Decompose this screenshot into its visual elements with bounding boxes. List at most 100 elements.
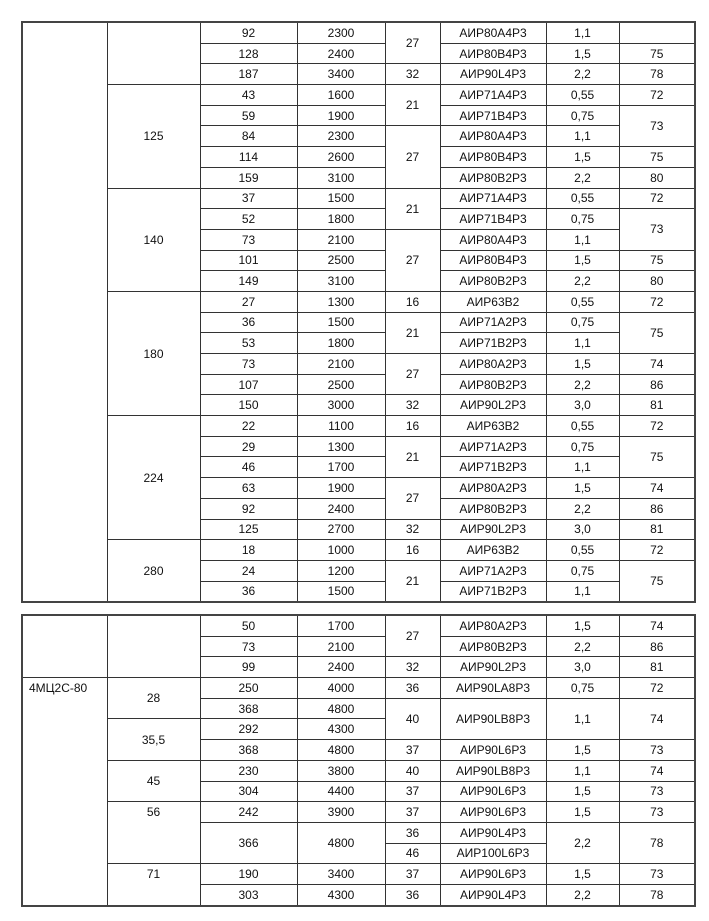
table-cell: АИР71В2Р3 (439, 332, 547, 354)
table-cell: 16 (384, 415, 441, 437)
table-cell: 63 (199, 477, 298, 499)
table-cell: 46 (384, 842, 441, 865)
table-cell: 0,75 (545, 559, 620, 582)
table-cell: 16 (384, 290, 441, 313)
table-cell: 32 (384, 394, 441, 417)
table-cell: АИР80В2Р3 (439, 270, 547, 292)
table-cell: 45 (106, 759, 201, 803)
table-cell: 2500 (296, 249, 386, 272)
table-cell: 3400 (296, 863, 386, 885)
table-cell: АИР71А2Р3 (439, 435, 547, 458)
table-cell: 150 (199, 394, 298, 417)
table-row: 107 2500 АИР80В2Р3 2,2 86 (22, 373, 696, 396)
table-cell: 37 (384, 780, 441, 803)
table-cell: 2,2 (545, 635, 620, 658)
table-cell: 16 (384, 539, 441, 561)
table-cell: АИР90L6Р3 (439, 801, 547, 823)
table-cell: 366 (199, 821, 298, 865)
table-row: 224 22 1100 16 АИР63В2 0,55 72 (22, 415, 696, 541)
table-cell: 292 (199, 718, 298, 741)
table-cell: 75 (618, 42, 696, 65)
table-cell: 1900 (296, 477, 386, 499)
table-cell: 78 (618, 883, 696, 907)
table-cell: 72 (618, 290, 696, 313)
table-cell: 1800 (296, 208, 386, 230)
table-cell: 4400 (296, 780, 386, 803)
table-cell: 114 (199, 146, 298, 168)
table-cell: 43 (199, 84, 298, 106)
table-cell: 21 (384, 311, 441, 355)
table-cell: АИР90L2Р3 (439, 394, 547, 417)
table-cell: 32 (384, 656, 441, 679)
table-row: 45 230 3800 40 АИР90LB8Р3 1,1 74 (22, 759, 696, 803)
table-cell: АИР80А4Р3 (439, 21, 547, 44)
table-cell: 242 (199, 801, 298, 823)
table-cell (21, 614, 108, 679)
table-cell: 4300 (296, 883, 386, 907)
table-cell: 0,55 (545, 415, 620, 437)
table-cell: 2,2 (545, 166, 620, 189)
table-cell: 81 (618, 656, 696, 679)
table-cell: АИР100L6Р3 (439, 842, 547, 865)
table-row: 52 1800 АИР71В4Р3 0,75 73 (22, 208, 696, 251)
table-cell: 75 (618, 311, 696, 355)
table-cell: АИР71А4Р3 (439, 84, 547, 106)
table-row: 140 37 1500 21 АИР71А4Р3 0,55 72 (22, 187, 696, 292)
table-cell: 27 (384, 125, 441, 189)
table-cell: 1,5 (545, 780, 620, 803)
table-cell: 78 (618, 821, 696, 865)
table-cell: АИР90LB8Р3 (439, 759, 547, 782)
table-cell: 36 (384, 883, 441, 907)
table-cell: 0,55 (545, 290, 620, 313)
table-row: 99 2400 32 АИР90L2Р3 3,0 81 (22, 656, 696, 679)
table-cell: АИР80В2Р3 (439, 635, 547, 658)
table-cell: 75 (618, 249, 696, 272)
table-row: 304 4400 37 АИР90L6Р3 1,5 73 (22, 780, 696, 803)
table-cell: 187 (199, 63, 298, 86)
table-row: 59 1900 АИР71В4Р3 0,75 73 (22, 104, 696, 148)
table-cell: 27 (384, 477, 441, 520)
table-cell: 3000 (296, 394, 386, 417)
table-cell: 73 (618, 104, 696, 148)
table-cell: АИР90LB8Р3 (439, 697, 547, 741)
table-cell: 303 (199, 883, 298, 907)
table-cell: 4000 (296, 677, 386, 699)
table-cell: 27 (384, 614, 441, 658)
table-cell: АИР80А2Р3 (439, 477, 547, 499)
table-row: 36 1500 АИР71В2Р3 1,1 (22, 580, 695, 603)
table-cell: 1,5 (545, 146, 620, 168)
table-cell: 4МЦ2С-80 (21, 677, 108, 907)
table-cell (106, 614, 201, 679)
table-cell: 74 (618, 614, 696, 637)
table-cell: 2400 (296, 656, 386, 679)
table-cell: 1,5 (545, 477, 620, 499)
table-cell: 0,75 (545, 104, 620, 127)
table-cell: 1,1 (545, 332, 620, 354)
table-cell: 3100 (296, 270, 386, 292)
table-cell: АИР80В2Р3 (439, 166, 547, 189)
table-row: 71 190 3400 37 АИР90L6Р3 1,5 73 (22, 863, 696, 907)
table-cell: АИР63В2 (439, 290, 547, 313)
table-cell: 75 (618, 435, 696, 479)
table-cell: 40 (384, 759, 441, 782)
table-cell: 32 (384, 518, 441, 541)
table-cell: 159 (199, 166, 298, 189)
table-cell: 53 (199, 332, 298, 354)
table-cell: АИР90L2Р3 (439, 518, 547, 541)
table-cell: 2,2 (545, 821, 620, 865)
table-cell: 36 (199, 580, 298, 603)
table-cell: АИР90L4Р3 (439, 883, 547, 907)
table-cell: 4800 (296, 739, 386, 761)
table-row: 125 43 1600 21 АИР71А4Р3 0,55 72 (22, 84, 696, 189)
table-cell: 1900 (296, 104, 386, 127)
table-cell: 2700 (296, 518, 386, 541)
table-cell: 4800 (296, 821, 386, 865)
table-cell: АИР90LA8Р3 (439, 677, 547, 699)
table-cell: 1100 (296, 415, 386, 437)
table-cell: 72 (618, 84, 696, 106)
table-cell: 125 (199, 518, 298, 541)
table-cell: 92 (199, 497, 298, 520)
motor-spec-table-part-1: 92 2300 27 АИР80А4Р3 1,1 128 2400 АИР80В4Р3 1,5 7… (21, 21, 696, 604)
table-cell: 1600 (296, 84, 386, 106)
table-cell: 1,5 (545, 614, 620, 637)
